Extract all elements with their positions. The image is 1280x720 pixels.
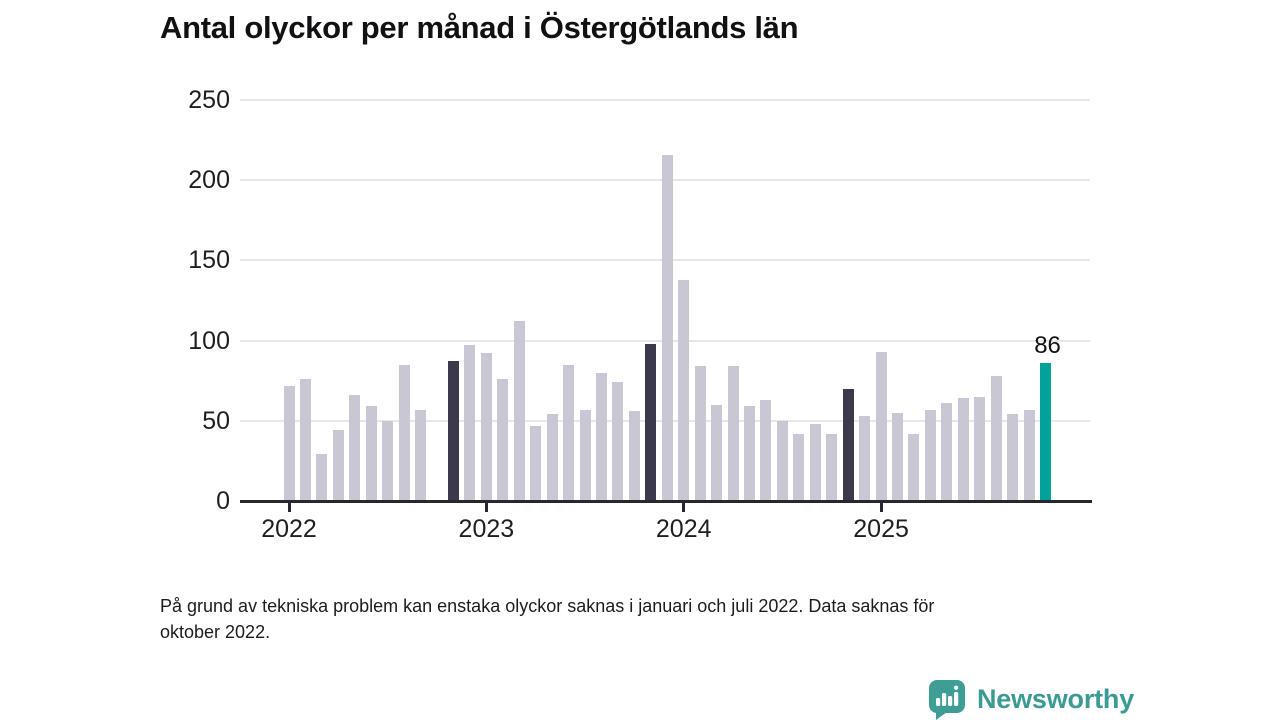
- bar-maj-2024: [744, 406, 756, 501]
- bar-apr-2023: [530, 425, 542, 501]
- bar-sep-2024: [809, 424, 821, 501]
- x-tick-label-2025: 2025: [853, 515, 909, 543]
- bar-dec-2023: [661, 154, 673, 501]
- x-tick-label-2022: 2022: [261, 515, 317, 543]
- bar-apr-2024: [727, 366, 739, 501]
- bar-maj-2022: [349, 395, 361, 501]
- bar-okt-2025: [1023, 409, 1035, 501]
- x-tick-2025: [879, 503, 883, 512]
- bar-mar-2025: [908, 433, 920, 501]
- y-tick-label-150: 150: [188, 246, 230, 275]
- bar-nov-2025: [1040, 363, 1052, 501]
- bar-aug-2024: [793, 433, 805, 501]
- bar-jul-2025: [974, 396, 986, 501]
- bar-mar-2022: [316, 454, 328, 501]
- newsworthy-wordmark: Newsworthy: [977, 683, 1135, 714]
- bar-dec-2024: [859, 415, 871, 501]
- bar-jan-2025: [875, 351, 887, 501]
- x-tick-2022: [287, 503, 291, 512]
- bar-feb-2024: [694, 366, 706, 501]
- y-tick-label-0: 0: [216, 487, 230, 515]
- bar-jul-2024: [776, 420, 788, 501]
- bar-feb-2025: [892, 412, 904, 501]
- bar-jan-2024: [678, 279, 690, 501]
- bar-jun-2025: [957, 398, 969, 501]
- bar-sep-2025: [1007, 414, 1019, 501]
- y-tick-label-250: 250: [188, 86, 230, 114]
- bar-aug-2022: [398, 364, 410, 501]
- y-tick-label-100: 100: [188, 326, 230, 355]
- bar-nov-2024: [842, 388, 854, 501]
- bar-jul-2023: [579, 409, 591, 501]
- bar-feb-2023: [497, 379, 509, 501]
- bar-feb-2022: [299, 379, 311, 501]
- y-tick-label-50: 50: [202, 406, 230, 435]
- bar-sep-2022: [415, 409, 427, 501]
- x-tick-2023: [484, 503, 488, 512]
- gridline-250: [240, 99, 1090, 101]
- bar-maj-2023: [546, 414, 558, 501]
- x-tick-label-2024: 2024: [655, 515, 712, 543]
- bar-jan-2022: [283, 385, 295, 501]
- bar-maj-2025: [941, 403, 953, 501]
- x-tick-label-2023: 2023: [458, 515, 515, 543]
- bar-jun-2024: [760, 399, 772, 501]
- chart-title: Antal olyckor per månad i Östergötlands …: [160, 10, 799, 45]
- bar-mar-2023: [513, 321, 525, 501]
- x-tick-2024: [682, 503, 686, 512]
- newsworthy-logo-icon: [928, 679, 968, 720]
- bar-nov-2022: [447, 361, 459, 501]
- bar-jan-2023: [480, 353, 492, 501]
- footnote-line-2: oktober 2022.: [160, 622, 271, 642]
- bar-okt-2024: [826, 433, 838, 501]
- bar-sep-2023: [612, 382, 624, 501]
- bar-okt-2023: [628, 411, 640, 501]
- bar-nov-2023: [645, 343, 657, 501]
- bar-jun-2023: [563, 364, 575, 501]
- footnote-line-1: På grund av tekniska problem kan enstaka…: [160, 596, 935, 616]
- bar-mar-2024: [711, 404, 723, 501]
- bar-apr-2022: [332, 430, 344, 501]
- y-tick-label-200: 200: [188, 166, 230, 195]
- newsworthy-branding: Newsworthy: [928, 679, 1135, 720]
- bar-aug-2023: [595, 372, 607, 501]
- chart-footnote: På grund av tekniska problem kan enstaka…: [160, 593, 1100, 645]
- bar-aug-2025: [990, 375, 1002, 501]
- bar-apr-2025: [924, 409, 936, 501]
- bar-value-label: 86: [1034, 332, 1061, 360]
- bar-jul-2022: [382, 420, 394, 501]
- x-axis-line: [240, 500, 1092, 503]
- bar-dec-2022: [464, 345, 476, 501]
- bar-jun-2022: [365, 406, 377, 501]
